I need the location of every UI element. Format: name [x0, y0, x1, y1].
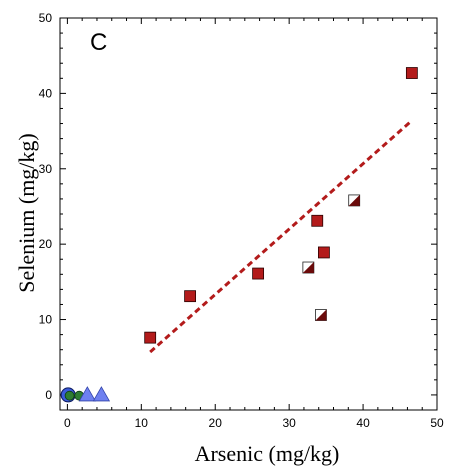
half-square-point — [302, 261, 315, 274]
x-tick-label: 40 — [356, 416, 370, 430]
x-tick-label: 20 — [209, 416, 223, 430]
half-square-fill — [302, 262, 314, 274]
triangle-point — [92, 386, 111, 402]
square-point — [311, 214, 324, 227]
axis-ticks: 0 10 20 30 40 50 0 10 20 30 40 50 — [39, 11, 444, 430]
plot-frame — [59, 17, 438, 411]
x-tick-label: 0 — [64, 416, 71, 430]
x-tick-label: 30 — [282, 416, 296, 430]
y-tick-label: 10 — [39, 313, 53, 327]
x-axis-title: Arsenic (mg/kg) — [195, 441, 340, 466]
trendline — [149, 119, 413, 354]
panel-label: C — [90, 29, 107, 56]
data-points — [60, 67, 418, 403]
triangle-point — [78, 386, 97, 402]
half-square-point — [348, 194, 361, 207]
square-point — [184, 290, 197, 303]
square-point — [405, 67, 418, 79]
trendline-layer — [149, 119, 413, 354]
y-tick-label: 30 — [39, 162, 53, 176]
small-circle-point — [64, 390, 75, 401]
y-tick-label: 0 — [45, 388, 52, 402]
half-square-fill — [315, 309, 327, 321]
square-point — [317, 246, 330, 259]
y-axis-title: Selenium (mg/kg) — [14, 133, 39, 292]
y-tick-label: 40 — [39, 86, 53, 100]
square-point — [144, 331, 157, 344]
plot-border — [59, 17, 438, 411]
x-tick-label: 10 — [135, 416, 149, 430]
square-point — [252, 267, 265, 280]
y-tick-label: 50 — [39, 11, 53, 25]
x-tick-label: 50 — [430, 416, 444, 430]
half-square-point — [315, 309, 327, 321]
half-square-fill — [348, 194, 360, 206]
y-tick-label: 20 — [39, 237, 53, 251]
